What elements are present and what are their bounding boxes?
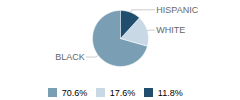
svg-text:WHITE: WHITE (156, 25, 185, 35)
svg-text:BLACK: BLACK (55, 52, 85, 62)
html-text:70.6%: 70.6% (61, 87, 88, 98)
svg-text:HISPANIC: HISPANIC (156, 5, 198, 15)
html-text:11.8%: 11.8% (157, 87, 183, 98)
html-text:17.6%: 17.6% (109, 87, 136, 98)
